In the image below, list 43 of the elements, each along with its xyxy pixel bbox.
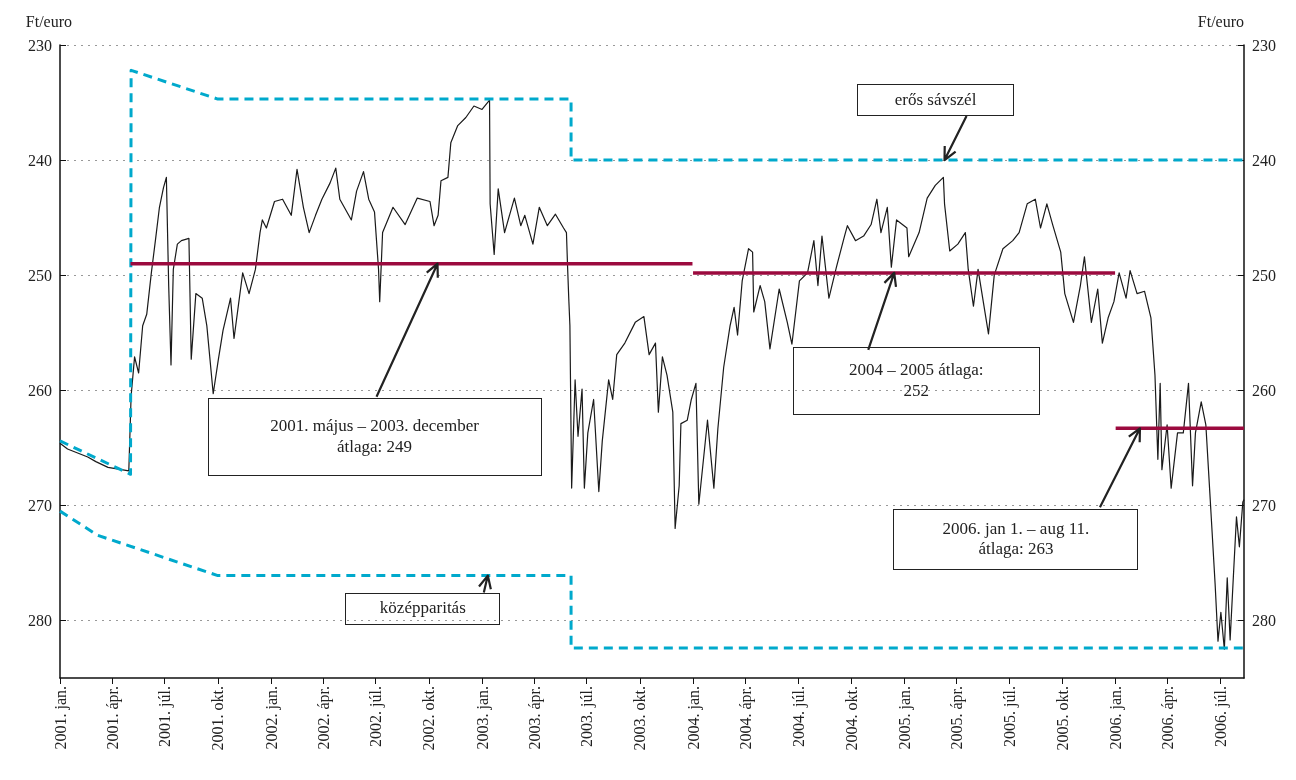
- x-tick-label: 2005. jan.: [896, 686, 915, 750]
- x-tick-label: 2002. júl.: [367, 686, 386, 747]
- annotation: középparitás: [345, 592, 501, 625]
- x-tick-label: 2005. okt.: [1053, 686, 1071, 751]
- y-tick-label: 270: [28, 496, 52, 514]
- y-tick-label: 250: [28, 266, 52, 284]
- y2-tick-label: 230: [1252, 36, 1276, 54]
- x-tick-label: 2001. júl.: [156, 686, 175, 747]
- y2-tick-label: 250: [1252, 266, 1276, 284]
- x-tick-label: 2001. jan.: [51, 686, 70, 750]
- x-tick-label: 2004. jan.: [684, 686, 703, 750]
- x-tick-label: 2005. ápr.: [948, 686, 967, 750]
- x-tick-label: 2006. jan.: [1107, 686, 1126, 750]
- x-tick-label: 2003. júl.: [578, 686, 597, 747]
- x-tick-label: 2002. jan.: [262, 686, 281, 750]
- y-tick-label: 280: [28, 611, 52, 629]
- x-tick-label: 2004. okt.: [842, 686, 860, 751]
- x-tick-label: 2001. ápr.: [103, 686, 122, 750]
- y2-tick-label: 240: [1252, 151, 1276, 169]
- x-tick-label: 2006. ápr.: [1159, 686, 1178, 750]
- y-axis-title: Ft/euro: [25, 12, 72, 30]
- y2-tick-label: 270: [1252, 496, 1276, 514]
- x-tick-label: 2004. ápr.: [737, 686, 756, 750]
- y-tick-label: 240: [28, 151, 52, 169]
- x-tick-label: 2001. okt.: [209, 686, 227, 751]
- annotation: erős sávszél: [857, 84, 1015, 117]
- y-tick-label: 260: [28, 381, 52, 399]
- annotation: 2006. jan 1. – aug 11. átlaga: 263: [893, 508, 1139, 570]
- x-tick-label: 2006. júl.: [1211, 686, 1230, 747]
- x-tick-label: 2003. ápr.: [525, 686, 544, 750]
- y2-axis-title: Ft/euro: [1197, 12, 1244, 30]
- x-tick-label: 2003. okt.: [631, 686, 649, 751]
- annotation: 2001. május – 2003. december átlaga: 249: [207, 397, 542, 476]
- x-tick-label: 2004. júl.: [789, 686, 808, 747]
- x-tick-label: 2002. ápr.: [314, 686, 333, 750]
- y-tick-label: 230: [28, 36, 52, 54]
- x-tick-label: 2002. okt.: [420, 686, 438, 751]
- y2-tick-label: 280: [1252, 611, 1276, 629]
- annotation: 2004 – 2005 átlaga: 252: [792, 346, 1040, 415]
- x-tick-label: 2003. jan.: [473, 686, 492, 750]
- y2-tick-label: 260: [1252, 381, 1276, 399]
- x-tick-label: 2005. júl.: [1000, 686, 1019, 747]
- line-series: [58, 509, 1246, 650]
